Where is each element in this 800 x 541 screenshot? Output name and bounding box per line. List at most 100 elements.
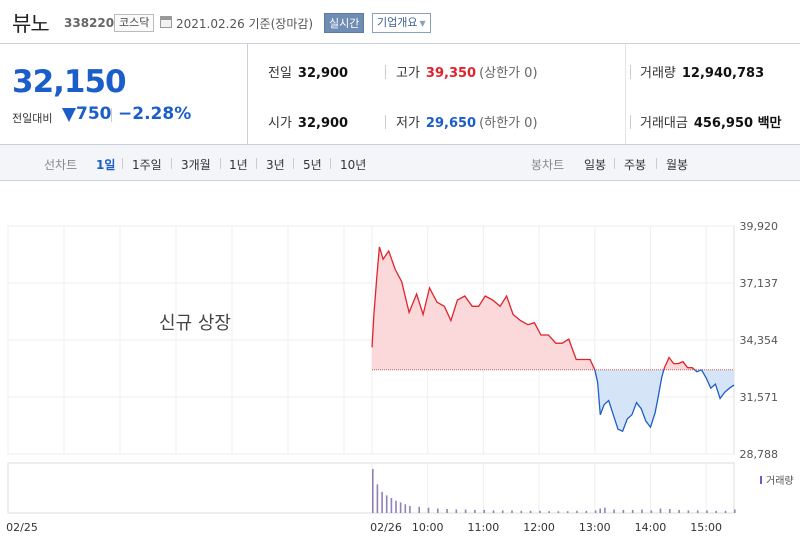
volume-bar [650,510,653,513]
tab-period-3m[interactable]: 3개월 [181,158,211,172]
y-tick-label: 31,571 [740,391,779,404]
tab-period-3y[interactable]: 3년 [266,158,285,172]
divider [293,158,294,169]
stat-amount: 거래대금 456,950 백만 [640,112,782,131]
divider [111,108,112,122]
tab-period-1d[interactable]: 1일 [96,158,116,172]
volume-bar [390,498,393,513]
volume-bar [687,510,690,513]
volume-bar [585,510,588,513]
stat-open: 시가 32,900 [268,112,348,131]
volume-bar [381,491,383,513]
current-price: 32,150 [12,64,127,100]
volume-bar [548,511,550,513]
chevron-down-icon: ▼ [419,19,426,28]
volume-bar [520,510,523,513]
tab-candle-monthly[interactable]: 월봉 [666,158,689,172]
calendar-icon [160,16,172,28]
low-label: 저가 [396,116,420,131]
chart-grid [7,225,735,514]
volume-bar [501,510,504,513]
company-overview-label: 기업개요 [377,16,418,29]
volume-bar [376,484,379,513]
stat-high: 고가 39,350 (상한가 0) [396,62,538,81]
y-tick-label: 39,920 [740,220,779,233]
tab-candle-weekly[interactable]: 주봉 [624,158,647,172]
volume-bar [385,495,388,513]
x-tick-label: 11:00 [468,521,500,534]
y-tick-label: 28,788 [740,448,779,461]
column-divider [625,44,626,144]
stock-code: 338220 [64,16,115,30]
x-axis-labels: 02/25 02/26 10:00 11:00 12:00 13:00 14:00 15:00 [6,521,722,534]
volume-bar [669,509,671,513]
volume-bar [599,508,601,513]
change-label: 전일대비 [12,112,53,125]
x-tick-label: 12:00 [523,521,555,534]
high-note: (상한가 0) [479,66,538,81]
price-lines [371,246,735,433]
volume-bar [706,510,708,513]
price-summary: 32,150 전일대비 750 −2.28% 전일 32,900 시가 32,900… [0,44,800,145]
price-line-up [371,246,596,371]
realtime-button[interactable]: 실시간 [324,13,365,33]
tab-period-5y[interactable]: 5년 [303,158,322,172]
low-note: (하한가 0) [479,116,538,131]
volume-bar [734,509,736,513]
volume-bar [594,510,597,513]
high-label: 고가 [396,66,420,81]
price-line-down [700,369,735,400]
company-overview-button[interactable]: 기업개요 ▼ [372,13,431,33]
price-line-up [663,356,696,371]
volume-legend: 거래량 [760,475,794,487]
y-axis-labels: 39,920 37,137 34,354 31,571 28,788 [740,220,779,461]
divider [256,158,257,169]
volume-bar [395,500,397,513]
divider [385,65,386,79]
tab-candle-daily[interactable]: 일봉 [584,158,607,172]
y-tick-label: 34,354 [740,334,779,347]
volume-bar [427,507,430,513]
tab-period-1w[interactable]: 1주일 [132,158,162,172]
divider [171,158,172,169]
prev-value: 32,900 [297,66,349,81]
down-triangle-icon [62,108,76,122]
volume-bar [715,510,717,513]
x-tick-label: 02/26 [370,521,402,534]
tab-period-10y[interactable]: 10년 [340,158,367,172]
volume-bar [604,507,606,513]
volume-bar [566,511,569,513]
volume-bar [659,508,662,513]
volume-legend-icon [760,476,762,484]
x-tick-label: 13:00 [579,521,611,534]
x-tick-label: 10:00 [412,521,444,534]
volume-bar [557,511,560,513]
market-badge: 코스닥 [114,14,155,32]
change-percent: −2.28% [118,104,192,124]
volume-value: 12,940,783 [681,66,765,81]
x-tick-label: 02/25 [6,521,38,534]
volume-bar [622,509,625,513]
volume-bar [404,504,407,513]
volume-legend-label: 거래량 [766,475,794,487]
volume-bar [696,510,699,513]
stock-header: 뷰노 338220 코스닥 2021.02.26 기준(장마감) 실시간 기업개… [0,0,800,44]
divider [385,115,386,129]
volume-bars [372,469,736,513]
volume-bar [641,509,643,513]
divider [630,115,631,129]
chart-annotation: 신규 상장 [159,313,231,334]
prev-label: 전일 [268,66,292,81]
price-box: 32,150 전일대비 750 −2.28% [0,44,248,144]
divider [330,158,331,169]
amount-value: 456,950 백만 [693,116,782,131]
volume-bar [474,509,476,513]
line-chart-label: 선차트 [44,158,78,172]
volume-bar [529,510,532,513]
stock-name: 뷰노 [12,12,50,36]
tab-period-1y[interactable]: 1년 [229,158,248,172]
y-tick-label: 37,137 [740,277,779,290]
volume-bar [418,506,420,513]
divider [122,158,123,169]
x-tick-label: 14:00 [635,521,667,534]
